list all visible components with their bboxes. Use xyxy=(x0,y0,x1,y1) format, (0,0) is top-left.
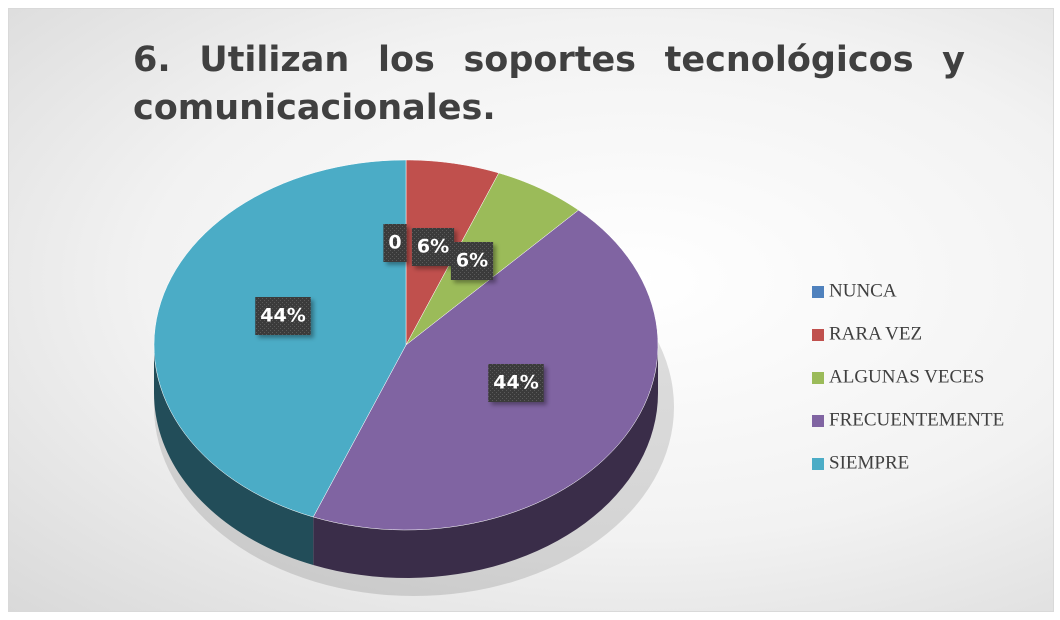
chart-title: 6. Utilizan los soportes tecnológicos y … xyxy=(133,40,965,128)
slice xyxy=(153,159,407,518)
data-label-box xyxy=(450,242,494,280)
data-label: 0 xyxy=(383,224,407,262)
data-label-text: 6% xyxy=(417,236,449,258)
data-label: 44% xyxy=(488,364,544,402)
slice xyxy=(312,209,659,531)
legend-swatch xyxy=(812,372,824,384)
slice-side xyxy=(313,345,658,578)
slice-side xyxy=(154,345,314,566)
legend-swatch xyxy=(812,458,824,470)
data-label-box xyxy=(488,364,544,402)
legend-swatch xyxy=(812,415,824,427)
data-label: 44% xyxy=(255,297,311,335)
legend-label: FRECUENTEMENTE xyxy=(829,409,1004,430)
legend-label: RARA VEZ xyxy=(829,323,922,344)
legend-label: ALGUNAS VECES xyxy=(829,366,984,387)
data-label-box xyxy=(383,224,407,262)
data-label-text: 44% xyxy=(493,372,538,394)
data-label-box xyxy=(411,228,455,266)
legend-swatch xyxy=(812,329,824,341)
data-label: 6% xyxy=(411,228,455,266)
data-label-box xyxy=(255,297,311,335)
legend-label: NUNCA xyxy=(829,280,897,301)
legend-swatch xyxy=(812,286,824,298)
legend-label: SIEMPRE xyxy=(829,452,909,473)
data-label: 6% xyxy=(450,242,494,280)
data-label-text: 0 xyxy=(388,232,401,254)
data-label-text: 44% xyxy=(260,305,305,327)
data-label-text: 6% xyxy=(456,250,488,272)
